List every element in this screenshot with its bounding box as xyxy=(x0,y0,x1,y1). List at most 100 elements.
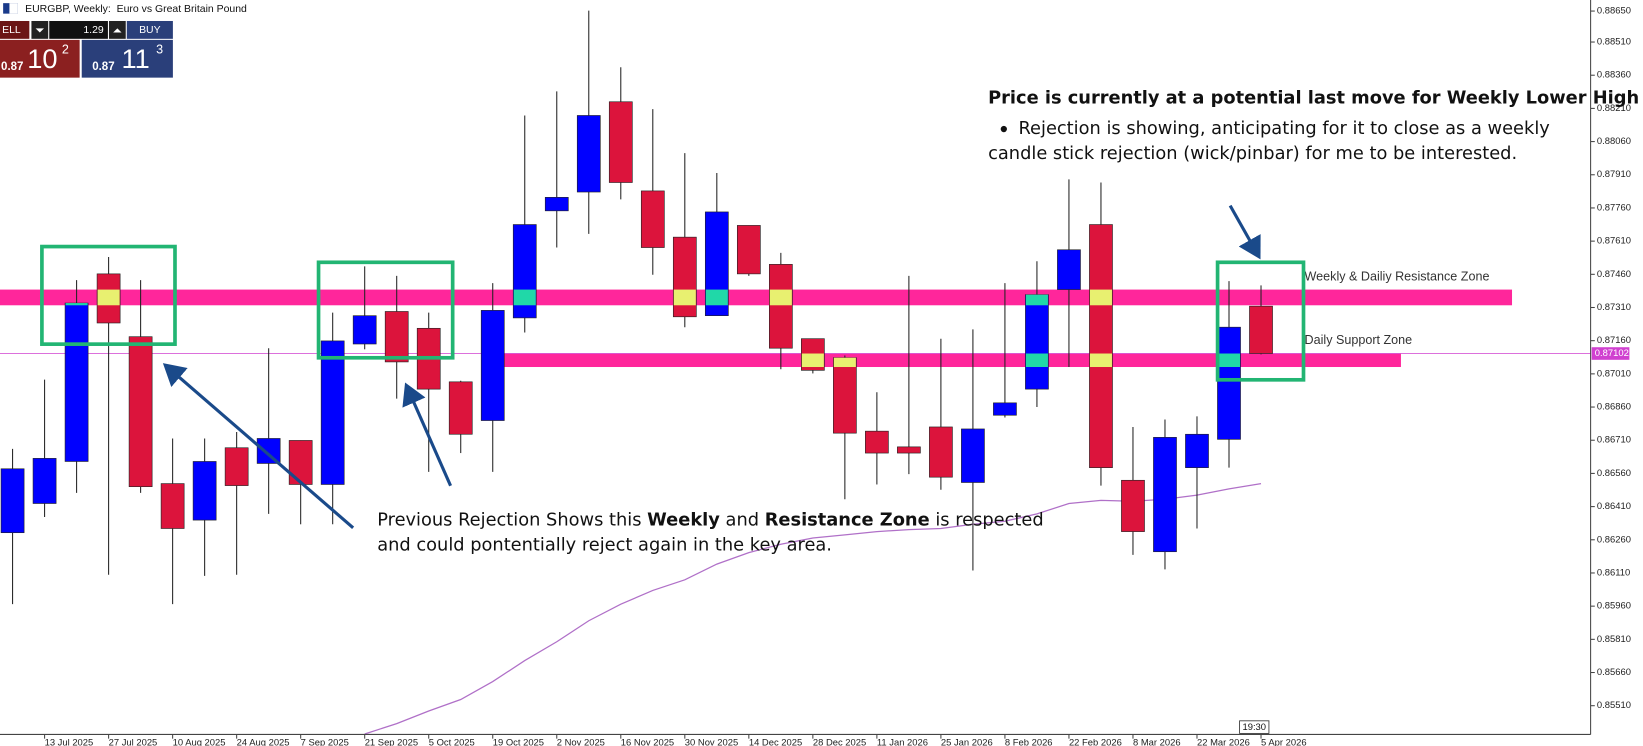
candle-body xyxy=(833,357,857,434)
candle-body xyxy=(192,461,217,521)
candle xyxy=(1249,285,1273,355)
candle xyxy=(929,338,953,490)
candle-body xyxy=(64,302,89,462)
candle xyxy=(1153,419,1177,570)
x-tick-label: 5 Apr 2026 xyxy=(1261,736,1307,746)
zone-overlap xyxy=(833,357,856,368)
sell-button[interactable] xyxy=(0,20,30,39)
x-tick-label: 30 Nov 2025 xyxy=(685,736,738,746)
trade-panel: ELL 1.29 BUY 0.87 10 2 0.87 11 3 xyxy=(0,20,173,78)
y-tick-label: 0.88060 xyxy=(1597,135,1631,146)
candle-body xyxy=(1121,479,1145,532)
candle-body xyxy=(160,483,185,529)
y-tick-label: 0.85810 xyxy=(1597,633,1631,644)
candle xyxy=(608,67,633,200)
note-segment: and could pontentially reject again in t… xyxy=(377,535,832,556)
candle-body xyxy=(1057,249,1081,290)
sell-price-prefix: 0.87 xyxy=(1,61,23,73)
moving-average-line xyxy=(364,482,1262,735)
y-tick-label: 0.86260 xyxy=(1597,533,1631,544)
lot-field[interactable] xyxy=(49,20,108,39)
candle-body xyxy=(448,381,473,435)
zone-overlap xyxy=(513,289,536,306)
candle xyxy=(448,380,473,454)
candle-body xyxy=(576,115,601,193)
y-tick-label: 0.86410 xyxy=(1597,500,1631,511)
candle-body xyxy=(1025,294,1049,390)
y-tick-label: 0.88210 xyxy=(1597,102,1631,113)
highlight-boxes xyxy=(40,244,1306,382)
zones: Weekly & Dailiy Resistance Zone Daily Sup… xyxy=(0,269,1591,368)
zone-overlap xyxy=(97,289,120,306)
y-tick-label: 0.87310 xyxy=(1597,301,1631,312)
time-label: 19:30 xyxy=(1242,721,1266,732)
buy-price-sup: 3 xyxy=(156,43,163,57)
candle xyxy=(32,379,57,517)
candle xyxy=(1185,416,1209,529)
candle xyxy=(1121,426,1145,555)
zone-overlap xyxy=(769,289,792,306)
note-bullet-line: Rejection is showing, anticipating for i… xyxy=(1018,118,1550,139)
candle xyxy=(576,10,601,234)
y-tick-label: 0.87460 xyxy=(1597,268,1631,279)
candle-body xyxy=(993,402,1017,416)
buy-price-box[interactable] xyxy=(81,39,173,78)
x-tick-label: 5 Oct 2025 xyxy=(429,736,475,746)
x-tick-label: 8 Feb 2026 xyxy=(1005,736,1053,746)
candle xyxy=(736,225,761,276)
x-tick-label: 2 Nov 2025 xyxy=(557,736,605,746)
zone xyxy=(0,289,1513,306)
y-tick-label: 0.87160 xyxy=(1597,334,1631,345)
zone-overlap xyxy=(801,353,824,368)
y-tick-label: 0.85510 xyxy=(1597,699,1631,710)
zone xyxy=(497,353,1401,368)
x-tick-label: 22 Feb 2026 xyxy=(1069,736,1122,746)
sell-price-box[interactable] xyxy=(0,39,80,78)
note-segment: and xyxy=(720,509,765,530)
x-tick-label: 19 Oct 2025 xyxy=(493,736,544,746)
candle-body xyxy=(384,311,409,363)
sell-label: ELL xyxy=(2,25,21,36)
note-segment: Weekly xyxy=(647,509,720,530)
candle xyxy=(480,283,505,472)
y-tick-label: 0.86860 xyxy=(1597,401,1631,412)
x-tick-label: 14 Dec 2025 xyxy=(749,736,802,746)
x-tick-label: 24 Aug 2025 xyxy=(237,736,290,746)
candle-body xyxy=(608,101,633,183)
candle xyxy=(128,280,153,493)
y-tick-label: 0.87760 xyxy=(1597,201,1631,212)
current-price-label: 0.87102 xyxy=(1595,347,1629,358)
candle xyxy=(544,91,569,248)
candle xyxy=(224,432,249,575)
candle-body xyxy=(352,315,377,345)
zone-overlaps xyxy=(65,289,1241,368)
candle xyxy=(320,312,345,525)
zone-overlap xyxy=(1089,353,1112,368)
lot-value: 1.29 xyxy=(83,25,104,36)
candle-body xyxy=(736,225,761,275)
buy-price-big: 11 xyxy=(122,43,150,74)
note-segment: is respected xyxy=(930,509,1044,530)
candle-body xyxy=(929,426,953,478)
y-tick-label: 0.87010 xyxy=(1597,367,1631,378)
zone-label: Daily Support Zone xyxy=(1305,333,1413,347)
candle-body xyxy=(1217,326,1241,440)
current-price-box xyxy=(1591,347,1630,360)
candle-body xyxy=(1185,433,1209,468)
candle-body xyxy=(288,440,313,485)
x-tick-label: 7 Sep 2025 xyxy=(301,736,349,746)
y-tick-label: 0.88650 xyxy=(1597,5,1631,16)
candle xyxy=(897,275,921,475)
candle xyxy=(64,280,89,493)
candle-body xyxy=(1249,305,1273,354)
arrow xyxy=(402,382,453,487)
x-tick-label: 28 Dec 2025 xyxy=(813,736,866,746)
buy-button[interactable] xyxy=(126,20,173,39)
candle-body xyxy=(256,438,281,464)
zone-overlap xyxy=(1089,289,1112,306)
candle-body xyxy=(1153,437,1177,553)
candle xyxy=(993,283,1017,418)
buy-label: BUY xyxy=(139,25,161,36)
